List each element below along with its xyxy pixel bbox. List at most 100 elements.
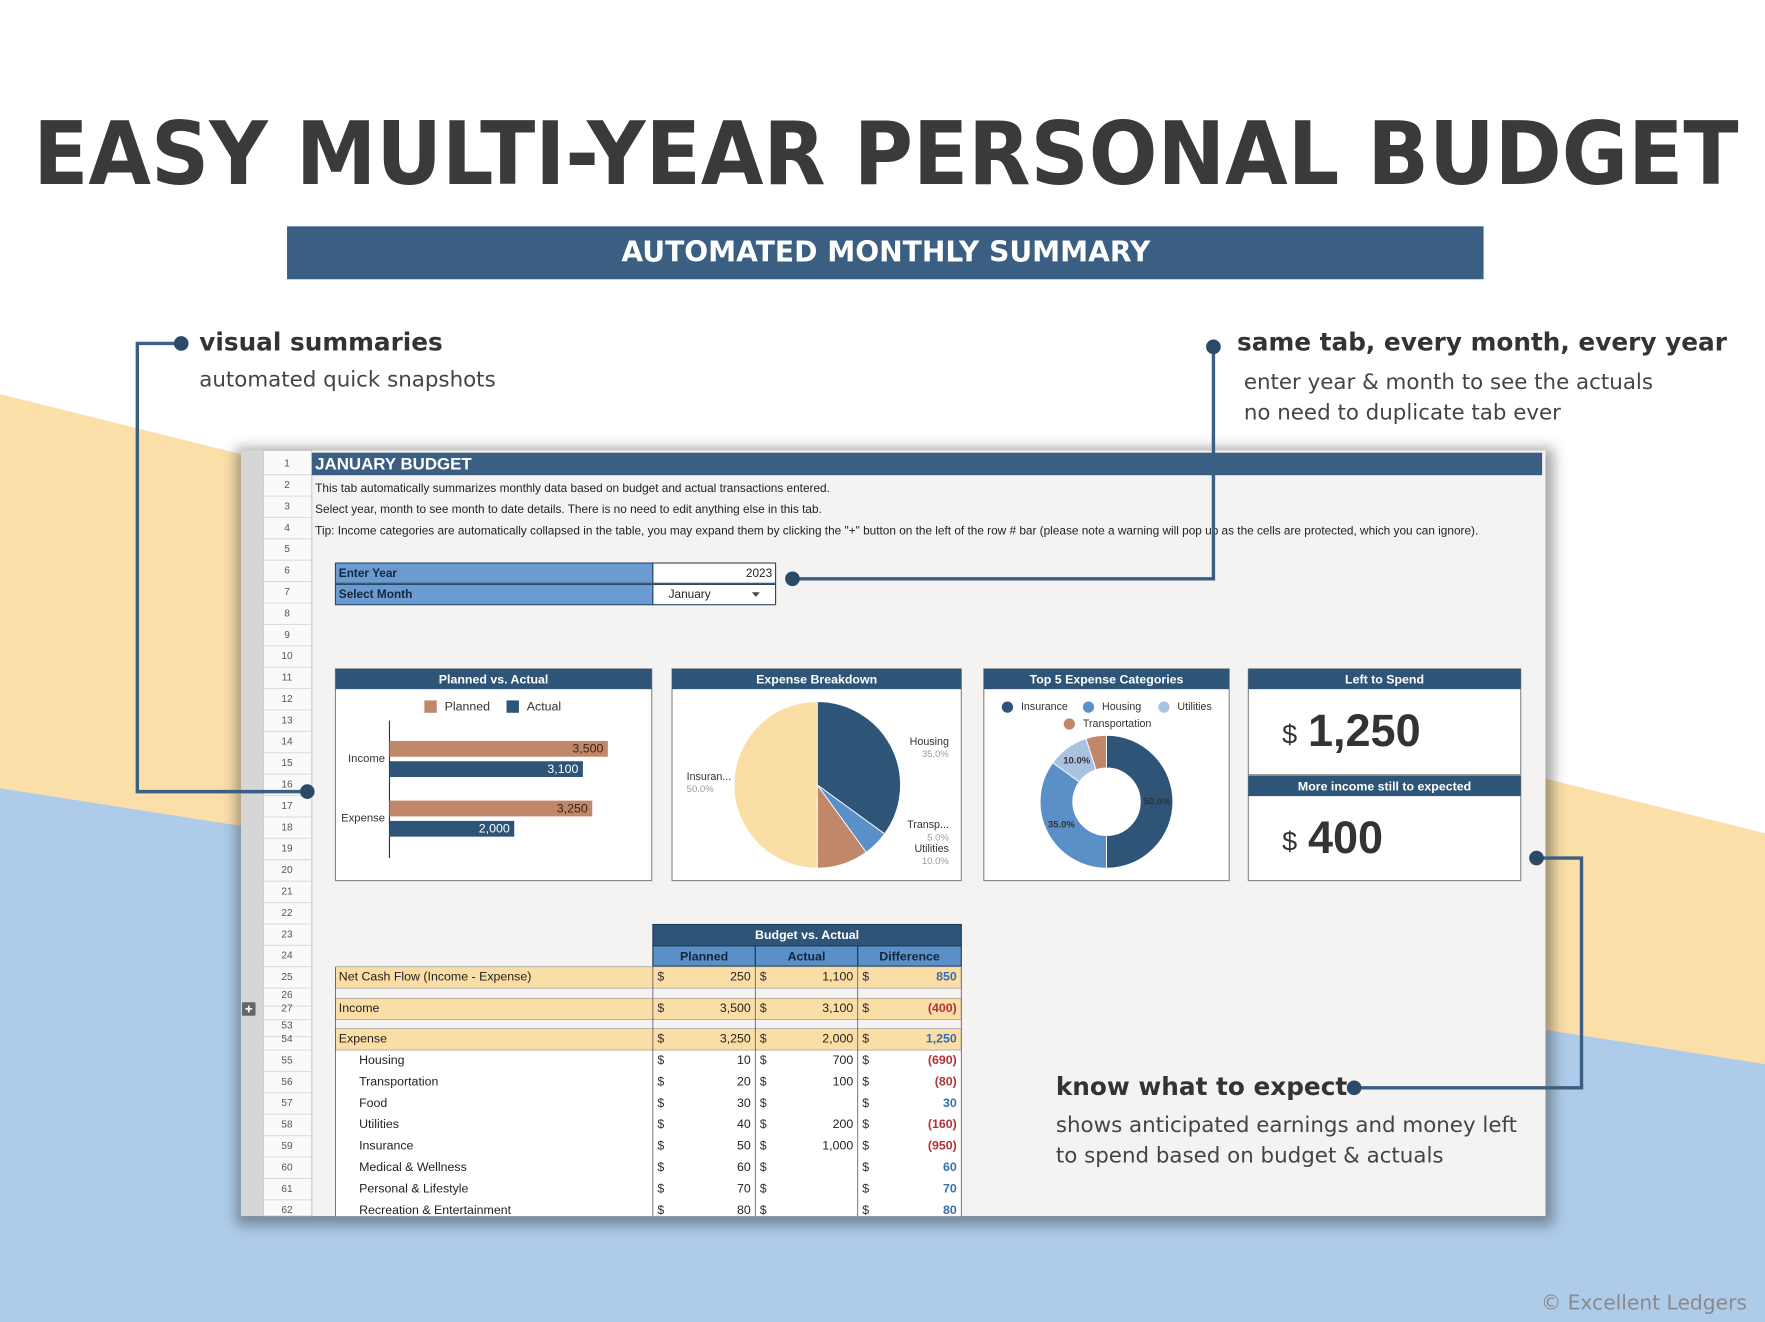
currency: $ — [760, 1203, 767, 1217]
row-number: 9 — [284, 630, 290, 641]
cell-value: (690) — [928, 1053, 957, 1067]
currency: $ — [862, 1139, 869, 1153]
callout-dot — [785, 571, 800, 587]
note: Tip: Income categories are automatically… — [315, 524, 1478, 538]
callout-text: to spend based on budget & actuals — [1056, 1143, 1444, 1168]
legend-label: Transportation — [1083, 718, 1152, 730]
currency: $ — [862, 1160, 869, 1174]
row-number: 2 — [284, 480, 290, 491]
chart-header — [672, 668, 962, 690]
row-number: 24 — [281, 951, 293, 962]
chart-title: Expense Breakdown — [756, 672, 877, 686]
row-number: 27 — [281, 1004, 293, 1015]
legend-dot — [1063, 718, 1075, 730]
dropdown-arrow — [751, 592, 760, 597]
row-number: 8 — [284, 608, 290, 619]
title: EASY MULTI-YEAR PERSONAL BUDGET — [33, 102, 1738, 205]
slice-percent: 35.0% — [922, 749, 950, 760]
legend-dot — [1001, 701, 1014, 713]
cell-value: 80 — [943, 1203, 957, 1217]
slice-percent: 5.0% — [927, 832, 949, 843]
row-label: Personal & Lifestyle — [359, 1181, 468, 1195]
cell-value: 70 — [943, 1181, 957, 1195]
callout-title: visual summaries — [199, 327, 443, 356]
currency: $ — [760, 1117, 767, 1131]
row-number: 59 — [281, 1141, 293, 1152]
input-value: January — [669, 587, 711, 601]
chart-box — [983, 668, 1230, 882]
subtitle: AUTOMATED MONTHLY SUMMARY — [621, 235, 1151, 268]
currency: $ — [862, 1001, 869, 1015]
row-label: Net Cash Flow (Income - Expense) — [339, 970, 532, 984]
row-number: 53 — [281, 1021, 293, 1032]
row-number: 3 — [284, 501, 290, 512]
slice — [1106, 734, 1174, 869]
table-body — [335, 1050, 962, 1217]
slice-percent: 50.0% — [687, 784, 715, 795]
subtitle-bar — [287, 226, 1484, 280]
card-title: Left to Spend — [1345, 672, 1424, 686]
cell-value: 3,500 — [720, 1001, 751, 1015]
copyright: © Excellent Ledgers — [1541, 1290, 1747, 1314]
chart-header — [983, 668, 1230, 690]
row-number: 11 — [282, 673, 293, 684]
row-number: 22 — [281, 908, 293, 919]
row-label: Expense — [339, 1032, 387, 1046]
row-number: 13 — [281, 715, 293, 726]
cell-value: 60 — [943, 1160, 957, 1174]
row-header — [262, 450, 313, 1217]
currency: $ — [657, 1074, 664, 1088]
callout-connector — [135, 341, 308, 794]
legend-label: Actual — [527, 699, 561, 713]
slice — [1085, 734, 1107, 771]
cell-value: 1,250 — [926, 1032, 957, 1046]
row-number: 15 — [281, 758, 293, 769]
slice — [816, 701, 901, 835]
row-number: 6 — [284, 566, 290, 577]
currency: $ — [760, 1074, 767, 1088]
card-amount: 1,250 — [1308, 705, 1421, 756]
group-gutter — [240, 450, 264, 1217]
input-value: 2023 — [746, 566, 773, 580]
bar — [389, 740, 608, 757]
row-number: 26 — [281, 990, 293, 1001]
row-label: Transportation — [359, 1074, 438, 1088]
callout-title: same tab, every month, every year — [1237, 327, 1728, 356]
bar-label: 3,250 — [557, 801, 588, 815]
sheet-title-bar — [311, 452, 1543, 476]
currency: $ — [657, 1203, 664, 1217]
expand-icon — [245, 1005, 253, 1013]
currency: $ — [760, 1160, 767, 1174]
slice-label: Insuran... — [687, 771, 732, 783]
row-number: 60 — [281, 1162, 293, 1173]
column-header: Actual — [788, 949, 826, 963]
currency: $ — [760, 1181, 767, 1195]
callout-dot — [1346, 1080, 1362, 1096]
legend-swatch — [424, 700, 437, 713]
card-title: More income still to expected — [1298, 779, 1471, 793]
currency: $ — [862, 1096, 869, 1110]
card-amount: 400 — [1308, 812, 1383, 863]
row-label: Recreation & Entertainment — [359, 1203, 512, 1217]
row-number: 1 — [284, 459, 290, 470]
row-number: 23 — [281, 929, 293, 940]
chart-header — [335, 668, 652, 690]
slice-percent: 10.0% — [922, 856, 950, 867]
currency: $ — [657, 1096, 664, 1110]
input-label: Enter Year — [339, 566, 398, 580]
slice-label: Housing — [910, 736, 949, 748]
slice-percent: 10.0% — [1063, 755, 1091, 766]
row-number: 56 — [281, 1077, 293, 1088]
callout-connector — [792, 346, 1216, 581]
column-header: Difference — [879, 949, 940, 963]
row-number: 16 — [281, 780, 293, 791]
currency: $ — [657, 1181, 664, 1195]
bar — [389, 820, 515, 837]
slice-label: Utilities — [914, 843, 948, 855]
callout-text: enter year & month to see the actuals — [1244, 370, 1653, 395]
cell-value: (80) — [935, 1074, 957, 1088]
row-number: 12 — [281, 694, 293, 705]
slice-percent: 50.0% — [1144, 796, 1172, 807]
row-label: Food — [359, 1096, 387, 1110]
